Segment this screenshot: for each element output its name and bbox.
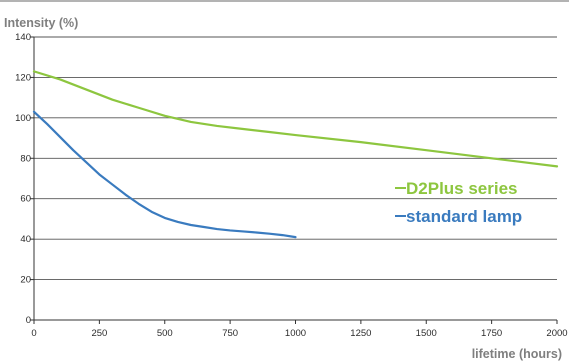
legend-label: standard lamp: [406, 207, 522, 226]
legend: D2Plus series standard lamp: [395, 179, 522, 226]
y-axis-ticks: 0 20 40 60 80 100 120 140: [15, 32, 34, 326]
x-tick-label: 1250: [350, 328, 371, 339]
x-tick-label: 1000: [285, 328, 306, 339]
y-tick-label: 20: [20, 275, 31, 286]
y-tick-label: 100: [15, 113, 31, 124]
legend-label: D2Plus series: [406, 179, 518, 198]
y-tick-label: 120: [15, 72, 31, 83]
x-tick-label: 2000: [546, 328, 567, 339]
y-axis-title: Intensity (%): [4, 16, 78, 30]
x-axis-ticks: 0 250 500 750 1000 1250 1500 1750 2000: [31, 320, 568, 339]
x-axis-title: lifetime (hours): [472, 347, 562, 361]
x-tick-label: 0: [31, 328, 36, 339]
y-tick-label: 0: [26, 315, 31, 326]
y-tick-label: 80: [20, 153, 31, 164]
x-tick-label: 500: [157, 328, 173, 339]
gridlines: [34, 36, 557, 321]
y-tick-label: 40: [20, 234, 31, 245]
x-tick-label: 250: [91, 328, 107, 339]
series-line-0: [32, 70, 559, 168]
y-tick-label: 140: [15, 32, 31, 43]
y-tick-label: 60: [20, 194, 31, 205]
series-lines: [32, 70, 559, 239]
series-line-1: [32, 110, 297, 239]
x-tick-label: 1500: [416, 328, 437, 339]
x-tick-label: 1750: [481, 328, 502, 339]
x-tick-label: 750: [222, 328, 238, 339]
